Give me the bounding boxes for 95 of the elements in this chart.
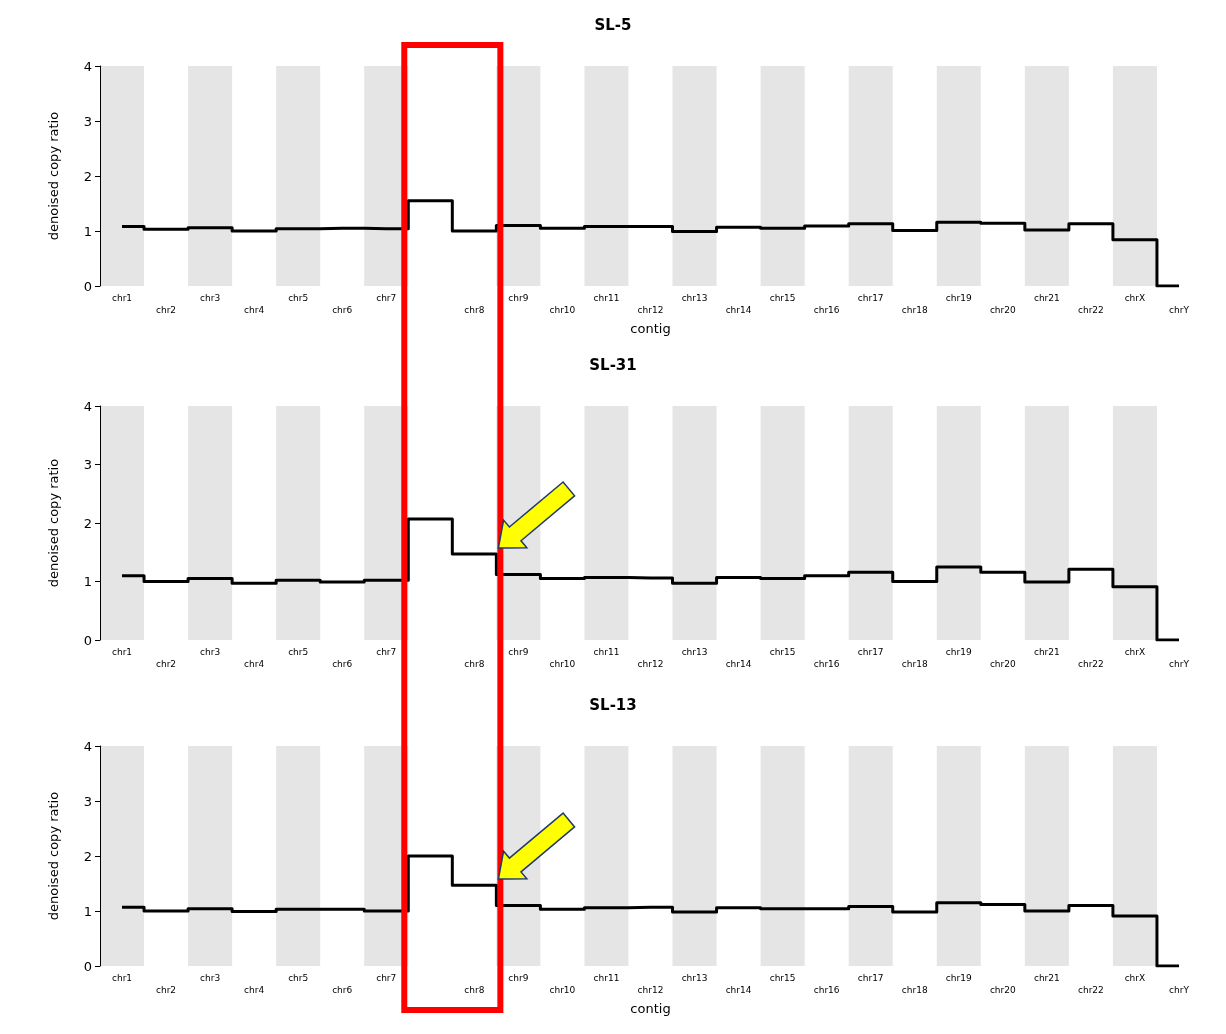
x-tick-label: chr6 — [332, 305, 353, 315]
x-tick-label: chr7 — [376, 647, 397, 657]
x-tick-label: chr17 — [857, 647, 884, 657]
x-axis-title: contig — [630, 321, 671, 336]
x-tick-label: chr3 — [200, 973, 221, 983]
x-tick-label: chr7 — [376, 973, 397, 983]
x-tick-label: chr10 — [549, 985, 576, 995]
y-tick-label: 3 — [83, 793, 92, 809]
x-tick-label: chr11 — [593, 647, 620, 657]
x-tick-label: chrY — [1169, 985, 1190, 995]
x-tick-label: chr15 — [769, 973, 796, 983]
y-tick-label: 1 — [83, 223, 92, 239]
x-tick-label: chr2 — [156, 659, 177, 669]
x-tick-label: chrY — [1169, 305, 1190, 315]
x-tick-label: chr6 — [332, 659, 353, 669]
x-tick-label: chr8 — [464, 659, 485, 669]
y-tick-label: 4 — [83, 738, 92, 754]
y-tick-label: 2 — [83, 848, 92, 864]
x-tick-label: chr19 — [945, 973, 972, 983]
x-tick-label: chr13 — [681, 647, 708, 657]
x-tick-label: chr13 — [681, 973, 708, 983]
x-tick-label: chr9 — [508, 647, 529, 657]
x-tick-label: chr3 — [200, 293, 221, 303]
x-tick-label: chr5 — [288, 647, 309, 657]
x-tick-label: chr13 — [681, 293, 708, 303]
x-tick-label: chr20 — [989, 985, 1016, 995]
chart-title: SL-13 — [589, 695, 637, 714]
x-tick-label: chrX — [1124, 973, 1146, 983]
x-tick-label: chr3 — [200, 647, 221, 657]
x-tick-label: chrX — [1124, 293, 1146, 303]
x-tick-label: chr18 — [901, 659, 928, 669]
y-axis-title: denoised copy ratio — [46, 111, 61, 241]
x-tick-label: chr17 — [857, 293, 884, 303]
chart-title: SL-31 — [589, 355, 637, 374]
x-tick-label: chr1 — [111, 647, 133, 657]
x-tick-label: chr12 — [637, 305, 664, 315]
x-tick-label: chrX — [1124, 647, 1146, 657]
x-tick-label: chr4 — [244, 305, 265, 315]
x-tick-label: chr19 — [945, 647, 972, 657]
x-tick-label: chr16 — [813, 305, 840, 315]
y-tick-label: 0 — [83, 278, 92, 294]
x-tick-label: chr4 — [244, 985, 265, 995]
y-tick-label: 4 — [83, 398, 92, 414]
x-tick-label: chr12 — [637, 659, 664, 669]
x-tick-label: chr8 — [464, 985, 485, 995]
x-tick-label: chr21 — [1033, 973, 1060, 983]
x-tick-label: chr19 — [945, 293, 972, 303]
x-tick-label: chr14 — [725, 305, 752, 315]
x-tick-label: chr15 — [769, 647, 796, 657]
x-tick-label: chr10 — [549, 305, 576, 315]
x-tick-label: chr1 — [111, 293, 133, 303]
x-tick-label: chr10 — [549, 659, 576, 669]
x-tick-label: chr18 — [901, 305, 928, 315]
y-tick-label: 1 — [83, 903, 92, 919]
y-tick-label: 0 — [83, 958, 92, 974]
x-tick-label: chr14 — [725, 985, 752, 995]
x-axis-title: contig — [630, 1001, 671, 1016]
x-tick-label: chr4 — [244, 659, 265, 669]
x-tick-label: chr17 — [857, 973, 884, 983]
x-tick-label: chr11 — [593, 293, 620, 303]
x-tick-label: chr8 — [464, 305, 485, 315]
y-tick-label: 1 — [83, 574, 92, 589]
x-tick-label: chr5 — [288, 293, 309, 303]
x-tick-label: chr20 — [989, 305, 1016, 315]
x-tick-label: chr7 — [376, 293, 397, 303]
x-tick-label: chr22 — [1077, 659, 1104, 669]
x-tick-label: chr18 — [901, 985, 928, 995]
x-tick-label: chr22 — [1077, 985, 1104, 995]
y-tick-label: 2 — [83, 168, 92, 184]
x-tick-label: chr9 — [508, 973, 529, 983]
y-tick-label: 0 — [83, 632, 92, 648]
x-tick-label: chrY — [1169, 659, 1190, 669]
y-axis-title: denoised copy ratio — [46, 458, 61, 588]
x-tick-label: chr9 — [508, 293, 529, 303]
x-tick-label: chr22 — [1077, 305, 1104, 315]
x-tick-label: chr2 — [156, 985, 177, 995]
x-tick-label: chr20 — [989, 659, 1016, 669]
chart-title: SL-5 — [594, 15, 632, 34]
y-tick-label: 3 — [83, 113, 92, 129]
x-tick-label: chr21 — [1033, 647, 1060, 657]
y-tick-label: 4 — [83, 58, 92, 74]
y-tick-label: 3 — [83, 457, 92, 472]
x-tick-label: chr21 — [1033, 293, 1060, 303]
x-tick-label: chr5 — [288, 973, 309, 983]
x-tick-label: chr2 — [156, 305, 177, 315]
x-tick-label: chr6 — [332, 985, 353, 995]
x-tick-label: chr1 — [111, 973, 133, 983]
x-tick-label: chr12 — [637, 985, 664, 995]
x-tick-label: chr16 — [813, 659, 840, 669]
x-tick-label: chr15 — [769, 293, 796, 303]
x-tick-label: chr11 — [593, 973, 620, 983]
y-tick-label: 2 — [83, 515, 92, 531]
y-axis-title: denoised copy ratio — [46, 791, 61, 921]
x-tick-label: chr16 — [813, 985, 840, 995]
x-tick-label: chr14 — [725, 659, 752, 669]
